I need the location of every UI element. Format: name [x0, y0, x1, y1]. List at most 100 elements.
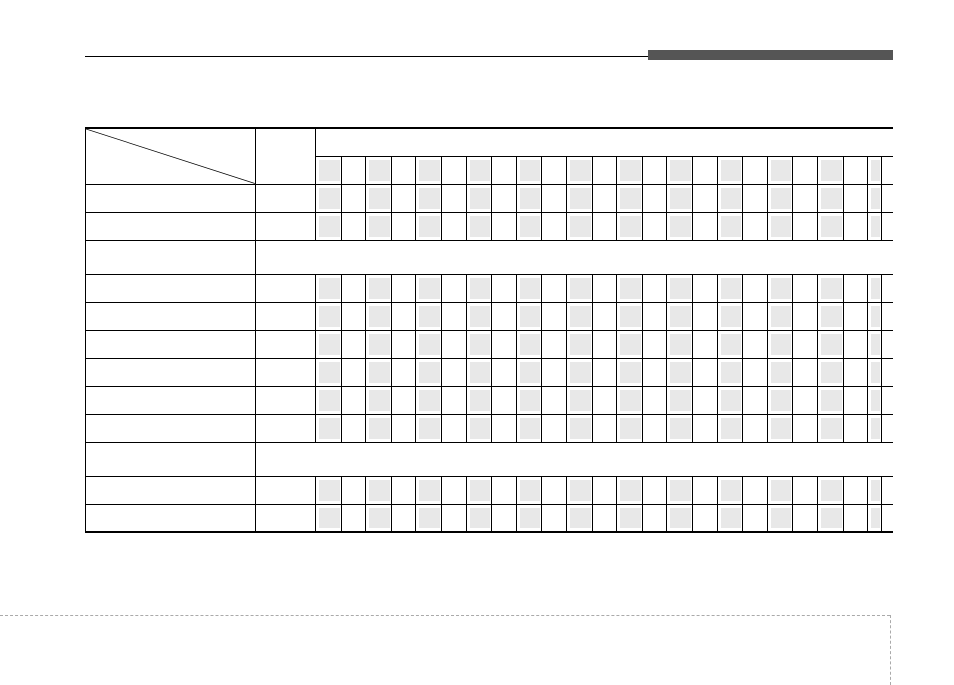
- table-cell: [366, 330, 416, 358]
- table-cell: [466, 504, 516, 532]
- table-cell: [466, 156, 516, 184]
- table-cell: [717, 302, 767, 330]
- table-cell: [366, 476, 416, 504]
- table-cell: [767, 212, 817, 240]
- table-cell: [717, 358, 767, 386]
- table-cell: [617, 504, 667, 532]
- table-cell: [868, 476, 893, 504]
- table-cell: [567, 302, 617, 330]
- table-cell: [516, 414, 566, 442]
- table-cell: [466, 386, 516, 414]
- table-cell: [818, 504, 868, 532]
- row-label: [86, 212, 256, 240]
- table-cell: [466, 330, 516, 358]
- header-rule: [85, 56, 893, 57]
- table-cell: [366, 184, 416, 212]
- table-cell: [516, 184, 566, 212]
- table-cell: [516, 156, 566, 184]
- table-cell: [316, 212, 366, 240]
- table-row: [86, 414, 894, 442]
- merged-blank-cell: [256, 442, 894, 476]
- table-cell: [617, 184, 667, 212]
- table-cell: [868, 330, 893, 358]
- table-row: [86, 504, 894, 532]
- table-cell: [767, 184, 817, 212]
- table-cell: [717, 274, 767, 302]
- table-cell: [667, 476, 717, 504]
- row-label: [86, 184, 256, 212]
- table-cell: [466, 302, 516, 330]
- row-span-cell: [256, 414, 316, 442]
- table-cell: [567, 274, 617, 302]
- table-cell: [516, 358, 566, 386]
- table-cell: [818, 414, 868, 442]
- row-span-cell: [256, 330, 316, 358]
- row-span-cell: [256, 212, 316, 240]
- fold-line-horizontal: [0, 615, 890, 616]
- table-cell: [316, 414, 366, 442]
- table-cell: [617, 274, 667, 302]
- table-cell: [818, 386, 868, 414]
- table-cell: [818, 476, 868, 504]
- table-row: [86, 386, 894, 414]
- table-cell: [416, 302, 466, 330]
- table-cell: [316, 476, 366, 504]
- table-row: [86, 212, 894, 240]
- table-cell: [567, 212, 617, 240]
- table-cell: [567, 156, 617, 184]
- merged-blank-cell: [256, 240, 894, 274]
- table-cell: [667, 302, 717, 330]
- table-cell: [717, 414, 767, 442]
- table-cell: [767, 358, 817, 386]
- table-cell: [868, 358, 893, 386]
- table-cell: [366, 274, 416, 302]
- table-cell: [416, 386, 466, 414]
- table-cell: [466, 274, 516, 302]
- row-label: [86, 240, 256, 274]
- table-cell: [818, 212, 868, 240]
- table-cell: [868, 184, 893, 212]
- row-span-cell: [256, 358, 316, 386]
- table-cell: [316, 504, 366, 532]
- table-cell: [667, 414, 717, 442]
- table-cell: [316, 330, 366, 358]
- row-label: [86, 330, 256, 358]
- table-cell: [818, 358, 868, 386]
- fold-line-vertical: [890, 615, 891, 685]
- table-row: [86, 240, 894, 274]
- table-cell: [416, 330, 466, 358]
- table-cell: [667, 330, 717, 358]
- row-label: [86, 302, 256, 330]
- row-span-cell: [256, 504, 316, 532]
- table-cell: [767, 330, 817, 358]
- table-cell: [767, 504, 817, 532]
- row-span-cell: [256, 386, 316, 414]
- row-span-cell: [256, 274, 316, 302]
- table-cell: [868, 386, 893, 414]
- table-cell: [366, 156, 416, 184]
- table-cell: [316, 184, 366, 212]
- table-cell: [516, 504, 566, 532]
- data-table: [85, 127, 893, 533]
- table-cell: [567, 476, 617, 504]
- table-container: [85, 127, 893, 533]
- table-cell: [466, 184, 516, 212]
- table-cell: [818, 302, 868, 330]
- table-cell: [567, 386, 617, 414]
- table-cell: [516, 212, 566, 240]
- table-cell: [667, 504, 717, 532]
- row-span-cell: [256, 476, 316, 504]
- row-span-cell: [256, 184, 316, 212]
- table-cell: [567, 504, 617, 532]
- table-cell: [868, 156, 893, 184]
- table-row: [86, 302, 894, 330]
- table-cell: [717, 184, 767, 212]
- table-cell: [767, 414, 817, 442]
- table-row: [86, 128, 894, 156]
- table-cell: [316, 386, 366, 414]
- table-cell: [366, 212, 416, 240]
- table-cell: [466, 476, 516, 504]
- table-cell: [366, 358, 416, 386]
- table-cell: [717, 212, 767, 240]
- table-cell: [667, 212, 717, 240]
